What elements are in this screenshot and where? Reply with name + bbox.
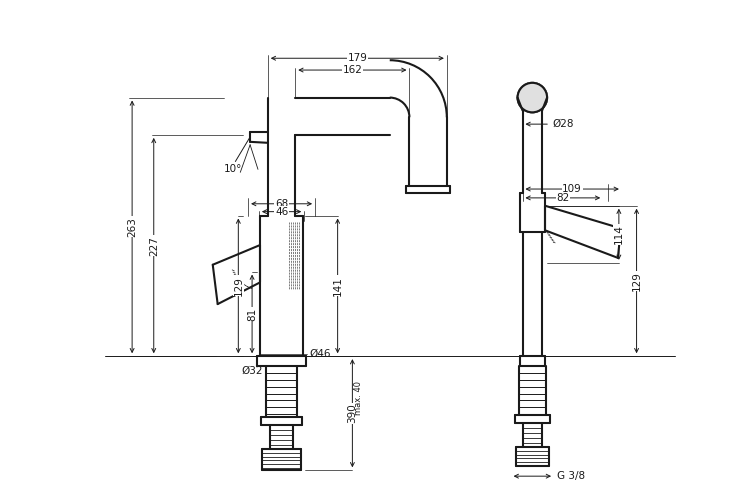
Text: Ø46: Ø46 — [309, 349, 331, 359]
Text: 129: 129 — [632, 271, 641, 291]
Text: 82: 82 — [556, 193, 569, 203]
Text: 162: 162 — [343, 65, 362, 75]
Text: 227: 227 — [148, 236, 159, 256]
Circle shape — [518, 83, 547, 112]
Text: 390: 390 — [347, 404, 358, 423]
Text: max. 40: max. 40 — [354, 382, 363, 416]
Text: 109: 109 — [562, 184, 582, 194]
Text: 114: 114 — [614, 224, 624, 244]
Text: 141: 141 — [333, 276, 343, 296]
Text: 179: 179 — [347, 53, 368, 63]
Text: 68: 68 — [275, 199, 288, 209]
Text: Ø28: Ø28 — [552, 119, 574, 129]
Text: G 3/8: G 3/8 — [557, 471, 585, 481]
Text: 46: 46 — [275, 206, 288, 216]
Text: Ø32: Ø32 — [242, 366, 263, 376]
Text: 263: 263 — [127, 217, 137, 237]
Text: 10°: 10° — [224, 164, 242, 174]
Text: 81: 81 — [247, 308, 257, 320]
Text: 129: 129 — [233, 276, 243, 296]
